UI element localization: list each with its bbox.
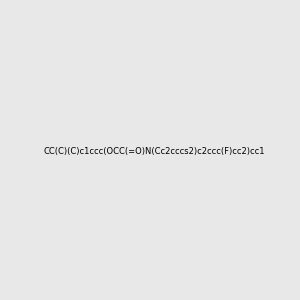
Text: CC(C)(C)c1ccc(OCC(=O)N(Cc2cccs2)c2ccc(F)cc2)cc1: CC(C)(C)c1ccc(OCC(=O)N(Cc2cccs2)c2ccc(F)… xyxy=(43,147,265,156)
